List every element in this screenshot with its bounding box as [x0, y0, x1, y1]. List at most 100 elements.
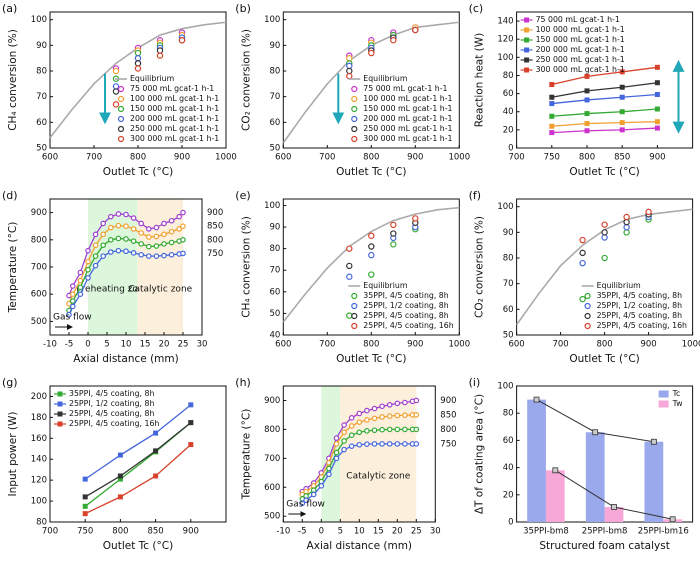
- marker: [100, 253, 107, 259]
- legend-label: 300 000 mL gcat-1 h-1: [363, 134, 452, 143]
- marker: [371, 405, 378, 412]
- x-tick-label: 10: [121, 340, 132, 350]
- y-axis-label: CH₄ conversion (%): [7, 29, 19, 131]
- panel-label: (d): [2, 189, 18, 202]
- marker: [188, 402, 194, 408]
- x-tick-label: 0: [319, 527, 324, 537]
- y-tick-label: 500: [31, 317, 47, 327]
- marker: [168, 251, 175, 258]
- marker: [654, 64, 660, 70]
- marker: [318, 483, 325, 489]
- marker: [100, 231, 107, 238]
- legend-label: 25PPI, 1/2 coating, 8h: [363, 301, 448, 310]
- x-axis-label: Outlet Tc (°C): [336, 353, 406, 365]
- legend-label: 25PPI, 1/2 coating, 8h: [69, 399, 154, 408]
- marker: [303, 497, 309, 504]
- y-axis-label: ΔT of coating area (°C): [474, 394, 486, 514]
- marker: [92, 242, 99, 249]
- legend-label: 75 000 mL gcat-1 h-1: [363, 84, 447, 93]
- series-end-label: 900: [440, 396, 456, 406]
- marker: [623, 213, 630, 221]
- y-tick-label: 60: [503, 89, 514, 99]
- x-tick-label: 25PPI-bm16: [638, 527, 689, 537]
- legend-label: 25PPI, 4/5 coating, 16h: [597, 321, 687, 330]
- plot-frame: [516, 11, 694, 149]
- marker: [180, 250, 186, 257]
- marker: [130, 250, 137, 256]
- marker: [402, 412, 408, 419]
- legend-swatch: [351, 302, 358, 310]
- y-tick-label: 700: [31, 263, 47, 273]
- y-tick-label: 50: [269, 309, 280, 319]
- y-axis-label: CH₄ conversion (%): [240, 216, 252, 318]
- marker: [364, 417, 370, 423]
- marker: [371, 441, 378, 447]
- x-tick-label: 900: [407, 340, 423, 350]
- series-line: [551, 82, 658, 98]
- x-tick-label: 5: [338, 527, 343, 537]
- x-axis-label: Axial distance (mm): [307, 540, 412, 552]
- legend-label: 200 000 mL gcat-1 h-1: [536, 45, 625, 54]
- marker: [123, 211, 129, 218]
- marker: [356, 429, 363, 436]
- legend-label: 300 000 mL gcat-1 h-1: [536, 65, 625, 74]
- x-tick-label: 1000: [448, 153, 470, 163]
- x-tick-label: 700: [552, 340, 568, 350]
- marker: [601, 234, 608, 241]
- marker: [394, 426, 401, 433]
- legend-label: 25PPI, 4/5 coating, 8h: [597, 311, 682, 320]
- x-tick-label: 1000: [682, 340, 700, 350]
- series-line: [551, 108, 658, 117]
- marker: [134, 60, 142, 67]
- marker: [619, 120, 625, 126]
- series-line: [551, 66, 658, 86]
- x-tick-label: 10: [354, 527, 365, 537]
- zone: [137, 199, 183, 335]
- y-tick-label: 40: [503, 463, 514, 473]
- legend-swatch: [524, 47, 530, 53]
- marker: [584, 121, 590, 127]
- legend-label: 100 000 mL gcat-1 h-1: [130, 94, 219, 103]
- legend-label: 250 000 mL gcat-1 h-1: [363, 124, 452, 133]
- x-tick-label: 30: [430, 527, 441, 537]
- x-tick-label: 900: [649, 153, 665, 163]
- marker: [123, 248, 129, 255]
- legend-label: 150 000 mL gcat-1 h-1: [130, 104, 219, 113]
- marker: [82, 503, 88, 509]
- marker: [356, 441, 363, 448]
- y-tick-label: 900: [264, 396, 280, 406]
- legend-label: 35PPI, 4/5 coating, 8h: [597, 291, 682, 300]
- marker: [356, 419, 363, 425]
- y-tick-label: 100: [264, 201, 280, 211]
- trend-marker: [611, 504, 617, 510]
- legend-label: Tw: [672, 399, 683, 408]
- y-tick-label: 90: [503, 228, 514, 238]
- marker: [112, 83, 120, 90]
- x-tick-label: 0: [85, 340, 90, 350]
- y-tick-label: 600: [31, 290, 47, 300]
- marker: [390, 230, 397, 237]
- legend-label: 35PPI, 4/5 coating, 8h: [363, 291, 448, 300]
- x-tick-label: 800: [112, 527, 128, 537]
- marker: [584, 111, 590, 117]
- zone-label: Catalytic zone: [128, 285, 192, 295]
- marker: [364, 441, 370, 447]
- x-tick-label: 15: [140, 340, 151, 350]
- legend-swatch: [117, 95, 125, 103]
- legend-label: 200 000 mL gcat-1 h-1: [130, 114, 219, 123]
- equilibrium-curve: [282, 206, 460, 323]
- marker: [108, 237, 114, 243]
- panel-label: (e): [235, 189, 250, 202]
- marker: [386, 426, 393, 433]
- y-tick-label: 140: [31, 455, 47, 465]
- marker: [619, 84, 625, 90]
- marker: [161, 241, 167, 247]
- marker: [180, 223, 186, 230]
- marker: [92, 231, 99, 238]
- x-tick-label: 5: [104, 340, 109, 350]
- x-tick-label: 600: [42, 153, 58, 163]
- legend-label: Equilibrium: [597, 281, 641, 290]
- marker: [402, 441, 408, 447]
- x-tick-label: 700: [319, 340, 335, 350]
- marker: [161, 252, 167, 259]
